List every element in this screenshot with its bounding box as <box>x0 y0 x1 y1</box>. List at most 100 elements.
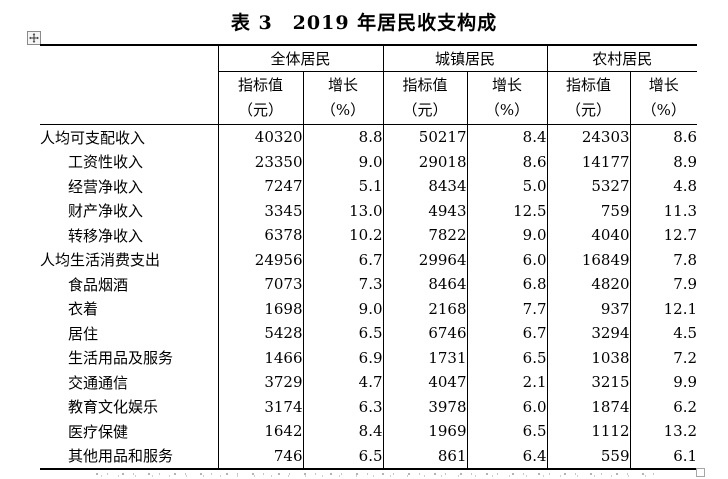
sub-header-growth[interactable]: 增长 （%） <box>629 71 698 125</box>
cell-value[interactable]: 8464 <box>382 272 468 297</box>
cell-value[interactable]: 6.5 <box>302 443 384 470</box>
cell-value[interactable]: 7822 <box>382 223 468 248</box>
cell-value[interactable]: 7247 <box>217 174 303 199</box>
cell-value[interactable]: 6.4 <box>466 443 548 470</box>
cell-value[interactable]: 3294 <box>546 321 631 346</box>
table-move-handle[interactable] <box>27 31 41 45</box>
sub-header-value[interactable]: 指标值 （元） <box>382 71 468 125</box>
cell-value[interactable]: 6.7 <box>302 247 384 272</box>
cell-value[interactable]: 7073 <box>217 272 303 297</box>
row-label[interactable]: 其他用品和服务 <box>40 443 218 470</box>
cell-value[interactable]: 6.5 <box>302 321 384 346</box>
cell-value[interactable]: 8.6 <box>629 124 698 150</box>
cell-value[interactable]: 6378 <box>217 223 303 248</box>
cell-value[interactable]: 9.0 <box>302 149 384 174</box>
row-label[interactable]: 人均生活消费支出 <box>40 251 161 270</box>
cell-value[interactable]: 3174 <box>217 394 303 419</box>
cell-value[interactable]: 8.6 <box>466 149 548 174</box>
cell-value[interactable]: 8.4 <box>302 419 384 444</box>
cell-value[interactable]: 4.5 <box>629 321 698 346</box>
cell-value[interactable]: 3345 <box>217 198 303 223</box>
cell-value[interactable]: 29964 <box>382 247 468 272</box>
row-label[interactable]: 衣着 <box>68 300 99 319</box>
cell-value[interactable]: 2168 <box>382 296 468 321</box>
cell-value[interactable]: 6.8 <box>466 272 548 297</box>
sub-header-value[interactable]: 指标值 （元） <box>217 71 303 125</box>
cell-value[interactable]: 8.8 <box>302 124 384 150</box>
cell-value[interactable]: 8434 <box>382 174 468 199</box>
cell-value[interactable]: 1874 <box>546 394 631 419</box>
cell-value[interactable]: 6.0 <box>466 394 548 419</box>
row-label[interactable]: 医疗保健 <box>68 422 129 441</box>
cell-value[interactable]: 1112 <box>546 419 631 444</box>
cell-value[interactable]: 8.9 <box>629 149 698 174</box>
cell-value[interactable]: 1698 <box>217 296 303 321</box>
row-label[interactable]: 食品烟酒 <box>68 275 129 294</box>
cell-value[interactable]: 6.3 <box>302 394 384 419</box>
cell-value[interactable]: 40320 <box>217 124 303 150</box>
cell-value[interactable]: 5.0 <box>466 174 548 199</box>
cell-value[interactable]: 14177 <box>546 149 631 174</box>
cell-value[interactable]: 937 <box>546 296 631 321</box>
cell-value[interactable]: 4943 <box>382 198 468 223</box>
cell-value[interactable]: 1642 <box>217 419 303 444</box>
cell-value[interactable]: 2.1 <box>466 370 548 395</box>
cell-value[interactable]: 12.5 <box>466 198 548 223</box>
cell-value[interactable]: 4040 <box>546 223 631 248</box>
row-label[interactable]: 财产净收入 <box>68 202 144 221</box>
cell-value[interactable]: 16849 <box>546 247 631 272</box>
cell-value[interactable]: 9.0 <box>466 223 548 248</box>
cell-value[interactable]: 9.0 <box>302 296 384 321</box>
group-header-urban-residents[interactable]: 城镇居民 <box>382 44 548 72</box>
cell-value[interactable]: 6746 <box>382 321 468 346</box>
cell-value[interactable]: 1466 <box>217 345 303 370</box>
cell-value[interactable]: 6.9 <box>302 345 384 370</box>
cell-value[interactable]: 861 <box>382 443 468 470</box>
cell-value[interactable]: 6.5 <box>466 419 548 444</box>
corner-cell[interactable] <box>40 44 218 125</box>
cell-value[interactable]: 5327 <box>546 174 631 199</box>
cell-value[interactable]: 6.7 <box>466 321 548 346</box>
cell-value[interactable]: 11.3 <box>629 198 698 223</box>
cell-value[interactable]: 4820 <box>546 272 631 297</box>
row-label[interactable]: 教育文化娱乐 <box>68 398 159 417</box>
cell-value[interactable]: 7.9 <box>629 272 698 297</box>
row-label[interactable]: 交通通信 <box>68 373 129 392</box>
cell-value[interactable]: 6.2 <box>629 394 698 419</box>
cell-value[interactable]: 5.1 <box>302 174 384 199</box>
sub-header-value[interactable]: 指标值 （元） <box>546 71 631 125</box>
sub-header-growth[interactable]: 增长 （%） <box>466 71 548 125</box>
table-title[interactable]: 表 3 2019 年居民收支构成 <box>230 12 498 34</box>
cell-value[interactable]: 3978 <box>382 394 468 419</box>
cell-value[interactable]: 4047 <box>382 370 468 395</box>
cell-value[interactable]: 9.9 <box>629 370 698 395</box>
cell-value[interactable]: 12.1 <box>629 296 698 321</box>
cell-value[interactable]: 24303 <box>546 124 631 150</box>
cell-value[interactable]: 6.1 <box>629 443 698 470</box>
cell-value[interactable]: 23350 <box>217 149 303 174</box>
cell-value[interactable]: 6.0 <box>466 247 548 272</box>
cell-value[interactable]: 3215 <box>546 370 631 395</box>
cell-value[interactable]: 7.7 <box>466 296 548 321</box>
cell-value[interactable]: 24956 <box>217 247 303 272</box>
cell-value[interactable]: 1038 <box>546 345 631 370</box>
row-label[interactable]: 工资性收入 <box>68 153 144 172</box>
row-label[interactable]: 转移净收入 <box>68 226 144 245</box>
cell-value[interactable]: 13.2 <box>629 419 698 444</box>
cell-value[interactable]: 12.7 <box>629 223 698 248</box>
cell-value[interactable]: 29018 <box>382 149 468 174</box>
row-label[interactable]: 经营净收入 <box>68 177 144 196</box>
cell-value[interactable]: 1731 <box>382 345 468 370</box>
cell-value[interactable]: 7.2 <box>629 345 698 370</box>
cell-value[interactable]: 50217 <box>382 124 468 150</box>
cell-value[interactable]: 5428 <box>217 321 303 346</box>
cell-value[interactable]: 7.3 <box>302 272 384 297</box>
cell-value[interactable]: 746 <box>217 443 303 470</box>
cell-value[interactable]: 559 <box>546 443 631 470</box>
cell-value[interactable]: 4.8 <box>629 174 698 199</box>
sub-header-growth[interactable]: 增长 （%） <box>302 71 384 125</box>
cell-value[interactable]: 759 <box>546 198 631 223</box>
cell-value[interactable]: 4.7 <box>302 370 384 395</box>
row-label[interactable]: 居住 <box>68 324 99 343</box>
cell-value[interactable]: 10.2 <box>302 223 384 248</box>
